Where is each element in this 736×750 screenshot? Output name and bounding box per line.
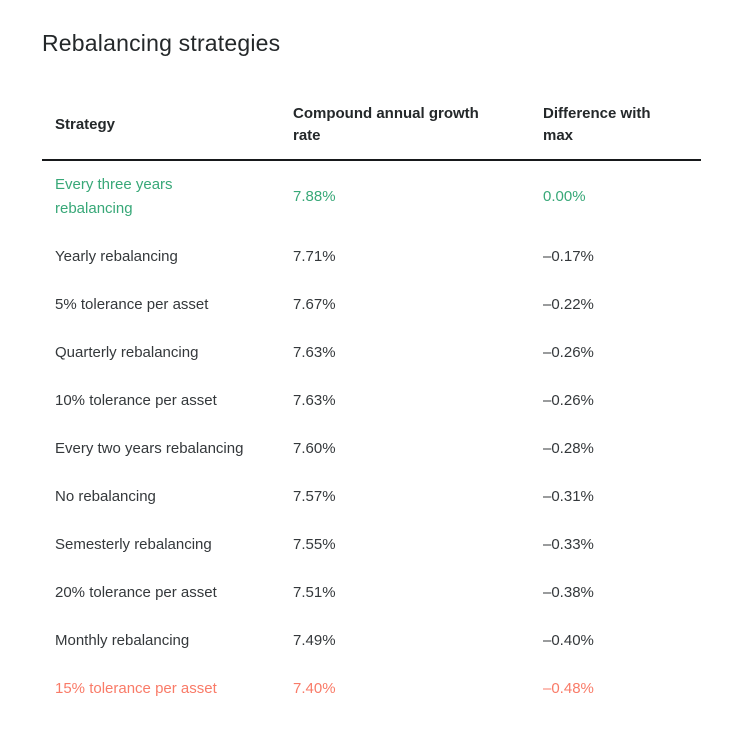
table-row: 10% tolerance per asset 7.63% –0.26%	[42, 377, 701, 425]
strategy-cell: 15% tolerance per asset	[42, 677, 280, 701]
strategy-label: Every two years rebalancing	[55, 440, 244, 457]
table-row: Every three years rebalancing 7.88% 0.00…	[42, 161, 701, 233]
strategy-cell: Every two years rebalancing	[42, 437, 280, 461]
diff-cell: –0.17%	[543, 248, 594, 265]
table-row: 15% tolerance per asset 7.40% –0.48%	[42, 665, 701, 713]
table-row: No rebalancing 7.57% –0.31%	[42, 473, 701, 521]
table-header-row: Strategy Compound annual growth rate Dif…	[42, 103, 701, 161]
column-header-strategy-label: Strategy	[55, 116, 116, 133]
cagr-cell: 7.55%	[293, 536, 336, 553]
cagr-cell: 7.57%	[293, 488, 336, 505]
diff-cell: –0.26%	[543, 392, 594, 409]
diff-cell: –0.26%	[543, 344, 594, 361]
diff-cell: –0.48%	[543, 680, 594, 697]
page: Rebalancing strategies Strategy Compound…	[42, 30, 701, 713]
cagr-cell: 7.40%	[293, 680, 336, 697]
strategy-label: Semesterly rebalancing	[55, 536, 212, 553]
strategy-cell: 20% tolerance per asset	[42, 581, 280, 605]
strategy-label: Every three years rebalancing	[55, 176, 173, 217]
column-header-diff-label: Difference with max	[543, 105, 651, 144]
strategy-label: 20% tolerance per asset	[55, 584, 217, 601]
strategy-label: No rebalancing	[55, 488, 156, 505]
diff-cell: –0.28%	[543, 440, 594, 457]
strategy-label: 5% tolerance per asset	[55, 296, 209, 313]
diff-cell: –0.33%	[543, 536, 594, 553]
cagr-cell: 7.49%	[293, 632, 336, 649]
strategy-label: Monthly rebalancing	[55, 632, 190, 649]
column-header-cagr-label: Compound annual growth rate	[293, 105, 479, 144]
strategy-cell: No rebalancing	[42, 485, 280, 509]
table-row: Every two years rebalancing 7.60% –0.28%	[42, 425, 701, 473]
column-header-strategy: Strategy	[42, 114, 280, 136]
diff-cell: –0.22%	[543, 296, 594, 313]
cagr-cell: 7.60%	[293, 440, 336, 457]
strategy-label: 15% tolerance per asset	[55, 680, 217, 697]
strategy-cell: Quarterly rebalancing	[42, 341, 280, 365]
cagr-cell: 7.88%	[293, 188, 336, 205]
strategy-label: 10% tolerance per asset	[55, 392, 217, 409]
strategy-cell: 10% tolerance per asset	[42, 389, 280, 413]
cagr-cell: 7.67%	[293, 296, 336, 313]
strategy-cell: Monthly rebalancing	[42, 629, 280, 653]
diff-cell: –0.38%	[543, 584, 594, 601]
table-row: 20% tolerance per asset 7.51% –0.38%	[42, 569, 701, 617]
strategy-label: Quarterly rebalancing	[55, 344, 199, 361]
table-row: Semesterly rebalancing 7.55% –0.33%	[42, 521, 701, 569]
cagr-cell: 7.51%	[293, 584, 336, 601]
diff-cell: –0.40%	[543, 632, 594, 649]
table-row: Yearly rebalancing 7.71% –0.17%	[42, 233, 701, 281]
cagr-cell: 7.63%	[293, 344, 336, 361]
strategy-cell: 5% tolerance per asset	[42, 293, 280, 317]
strategy-cell: Every three years rebalancing	[42, 173, 280, 221]
table-row: Monthly rebalancing 7.49% –0.40%	[42, 617, 701, 665]
cagr-cell: 7.63%	[293, 392, 336, 409]
diff-cell: 0.00%	[543, 188, 586, 205]
table-row: 5% tolerance per asset 7.67% –0.22%	[42, 281, 701, 329]
rebalancing-table: Strategy Compound annual growth rate Dif…	[42, 103, 701, 713]
column-header-diff: Difference with max	[530, 103, 701, 147]
strategy-cell: Semesterly rebalancing	[42, 533, 280, 557]
column-header-cagr: Compound annual growth rate	[280, 103, 530, 147]
strategy-label: Yearly rebalancing	[55, 248, 178, 265]
page-title: Rebalancing strategies	[42, 30, 281, 56]
cagr-cell: 7.71%	[293, 248, 336, 265]
table-row: Quarterly rebalancing 7.63% –0.26%	[42, 329, 701, 377]
strategy-cell: Yearly rebalancing	[42, 245, 280, 269]
diff-cell: –0.31%	[543, 488, 594, 505]
